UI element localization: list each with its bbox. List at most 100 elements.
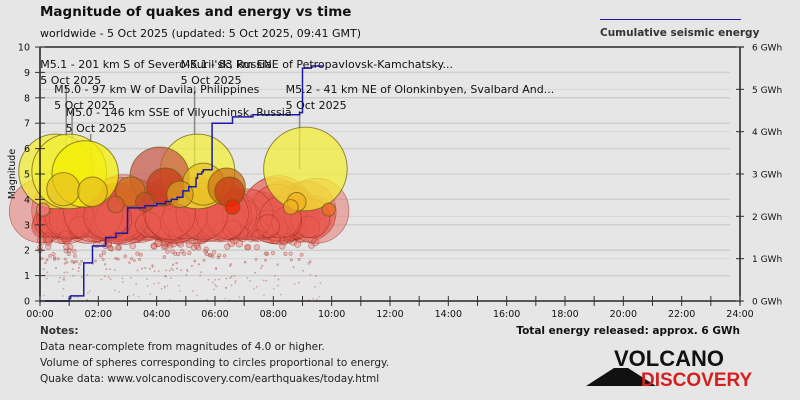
- quake-bubble[interactable]: [321, 202, 336, 217]
- quake-bubble[interactable]: [46, 172, 81, 207]
- x-tick-label: 16:00: [493, 309, 520, 320]
- quake-bubble[interactable]: [282, 199, 299, 215]
- quake-bubble[interactable]: [107, 195, 125, 214]
- small-quake-point: [163, 285, 166, 288]
- note-line: Quake data: www.volcanodiscovery.com/ear…: [40, 373, 380, 385]
- small-quake-point: [225, 286, 227, 289]
- small-quake-point: [229, 264, 232, 267]
- small-quake-point: [217, 253, 222, 258]
- small-quake-point: [186, 270, 189, 273]
- small-quake-point: [214, 278, 217, 281]
- small-quake-point: [62, 295, 65, 297]
- quake-bubble[interactable]: [224, 199, 241, 215]
- quake-annotation-date: 5 Oct 2025: [66, 122, 127, 135]
- chart-title: Magnitude of quakes and energy vs time: [40, 4, 352, 20]
- small-quake-point: [46, 271, 49, 274]
- small-quake-point: [99, 253, 103, 258]
- small-quake-point: [214, 283, 217, 286]
- small-quake-point: [213, 288, 216, 291]
- quake-bubble[interactable]: [135, 192, 155, 212]
- small-quake-point: [262, 279, 265, 282]
- small-quake-point: [45, 258, 49, 262]
- small-quake-point: [66, 251, 71, 256]
- y-tick-label: 4: [24, 195, 30, 206]
- small-quake-point: [243, 260, 247, 264]
- quake-bubble[interactable]: [35, 202, 51, 217]
- small-quake-point: [176, 267, 179, 270]
- small-quake-point: [186, 268, 188, 271]
- small-quake-point: [211, 281, 214, 284]
- small-quake-point: [272, 287, 275, 290]
- small-quake-point: [80, 259, 83, 263]
- small-quake-point: [168, 269, 171, 272]
- small-quake-point: [57, 280, 60, 283]
- y-tick-label: 5: [24, 170, 30, 181]
- small-quake-point: [164, 275, 167, 278]
- small-quake-point: [66, 271, 69, 274]
- small-quake-point: [164, 275, 167, 277]
- small-quake-point: [129, 277, 132, 279]
- small-quake-point: [71, 268, 74, 271]
- y-tick-label: 2: [24, 246, 30, 257]
- small-quake-point: [249, 280, 252, 282]
- small-quake-point: [104, 263, 107, 266]
- cumulative-energy-line: [40, 65, 323, 302]
- small-quake-point: [103, 275, 106, 278]
- small-quake-point: [197, 263, 200, 266]
- small-quake-point: [63, 276, 65, 279]
- volcanodiscovery-logo[interactable]: VOLCANO DISCOVERY: [586, 346, 756, 390]
- small-quake-point: [101, 257, 105, 261]
- small-quake-point: [72, 261, 76, 265]
- small-quake-point: [63, 244, 70, 251]
- small-quake-point: [62, 287, 65, 290]
- x-tick-label: 18:00: [551, 309, 578, 320]
- small-quake-point: [86, 274, 89, 276]
- small-quake-point: [170, 249, 176, 254]
- quake-bubble[interactable]: [263, 126, 348, 212]
- small-quake-point: [160, 288, 163, 290]
- quake-bubble[interactable]: [77, 176, 108, 208]
- y2-tick-label: 5 GWh: [752, 86, 782, 96]
- note-line: Data near-complete from magnitudes of 4.…: [40, 341, 325, 353]
- small-quake-point: [200, 271, 202, 273]
- small-quake-point: [135, 283, 138, 286]
- quake-annotation-title: M5.1 - 201 km S of Severo-Kuril'sk, Russ…: [40, 58, 272, 71]
- x-tick-label: 04:00: [143, 309, 170, 320]
- small-quake-point: [36, 235, 47, 246]
- small-quake-point: [283, 232, 295, 244]
- x-tick-label: 12:00: [376, 309, 403, 320]
- small-quake-point: [318, 296, 321, 298]
- small-quake-point: [246, 276, 249, 279]
- small-quake-point: [146, 278, 148, 281]
- small-quake-point: [269, 233, 281, 244]
- small-quake-point: [94, 259, 97, 263]
- small-quake-point: [307, 262, 310, 265]
- small-quake-point: [53, 256, 57, 260]
- small-quake-point: [302, 269, 305, 272]
- small-quake-point: [182, 251, 187, 256]
- small-quake-point: [251, 229, 265, 243]
- small-quake-point: [130, 257, 134, 261]
- small-quake-point: [78, 263, 81, 266]
- small-quake-point: [116, 257, 120, 261]
- y-tick-label: 10: [18, 43, 30, 54]
- quake-bubble[interactable]: [166, 180, 194, 209]
- small-quake-point: [132, 293, 135, 296]
- small-quake-point: [314, 285, 317, 288]
- small-quake-point: [148, 267, 151, 270]
- small-quake-point: [314, 275, 317, 277]
- small-quake-point: [168, 298, 171, 301]
- small-quake-point: [109, 278, 112, 280]
- small-quake-point: [157, 270, 160, 273]
- small-quake-point: [215, 285, 218, 288]
- small-quake-point: [195, 294, 198, 297]
- y-tick-label: 0: [24, 297, 30, 308]
- small-quake-point: [76, 296, 79, 299]
- small-quake-point: [230, 276, 233, 278]
- small-quake-point: [114, 257, 118, 261]
- small-quake-point: [233, 275, 236, 277]
- small-quake-point: [206, 298, 209, 301]
- small-quake-point: [138, 257, 141, 261]
- y2-tick-label: 2 GWh: [752, 213, 782, 223]
